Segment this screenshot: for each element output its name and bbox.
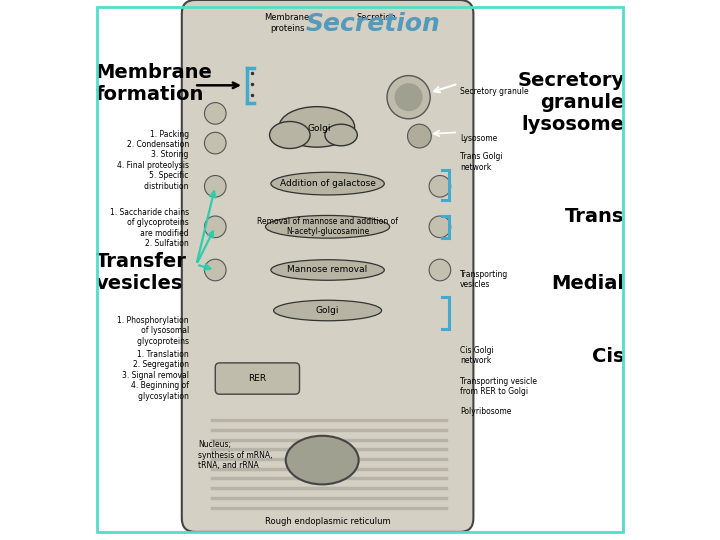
Ellipse shape	[279, 106, 354, 147]
Text: Secretory granule: Secretory granule	[460, 87, 528, 97]
Ellipse shape	[266, 215, 390, 238]
Circle shape	[204, 132, 226, 154]
Text: 1. Translation
2. Segregation
3. Signal removal
4. Beginning of
   glycosylation: 1. Translation 2. Segregation 3. Signal …	[122, 350, 189, 401]
Ellipse shape	[271, 260, 384, 280]
Ellipse shape	[271, 172, 384, 195]
Text: Trans Golgi
network: Trans Golgi network	[460, 152, 503, 172]
Text: Addition of galactose: Addition of galactose	[279, 179, 376, 188]
Circle shape	[429, 176, 451, 197]
Text: Cis Golgi
network: Cis Golgi network	[460, 346, 494, 365]
Text: Trans: Trans	[565, 206, 625, 226]
Circle shape	[408, 124, 431, 148]
Text: Rough endoplasmic reticulum: Rough endoplasmic reticulum	[265, 517, 390, 526]
Text: Secretory
granule
lysosome: Secretory granule lysosome	[518, 71, 625, 134]
Text: Mannose removal: Mannose removal	[287, 266, 368, 274]
Text: Transporting
vesicles: Transporting vesicles	[460, 270, 508, 289]
Text: Transporting vesicle
from RER to Golgi: Transporting vesicle from RER to Golgi	[460, 377, 537, 396]
Text: Removal of mannose and addition of
N-acetyl-glucosamine: Removal of mannose and addition of N-ace…	[257, 217, 398, 237]
Circle shape	[204, 176, 226, 197]
FancyBboxPatch shape	[215, 363, 300, 394]
Ellipse shape	[269, 122, 310, 148]
Circle shape	[204, 259, 226, 281]
Circle shape	[387, 76, 431, 119]
FancyBboxPatch shape	[181, 0, 474, 532]
Text: Membrane
formation: Membrane formation	[95, 63, 212, 104]
Text: Polyribosome: Polyribosome	[460, 407, 511, 416]
Text: Golgi: Golgi	[307, 124, 331, 133]
Text: Transfer
vesicles: Transfer vesicles	[95, 252, 186, 293]
Text: Secretion: Secretion	[306, 12, 441, 36]
Circle shape	[395, 83, 423, 111]
Text: 1. Packing
2. Condensation
3. Storing
4. Final proteolysis
5. Specific
   distri: 1. Packing 2. Condensation 3. Storing 4.…	[117, 130, 189, 191]
Ellipse shape	[286, 436, 359, 484]
Text: 1. Saccharide chains
   of glycoproteins
   are modified
2. Sulfation: 1. Saccharide chains of glycoproteins ar…	[109, 208, 189, 248]
Text: Golgi: Golgi	[316, 306, 339, 315]
Text: Secretion: Secretion	[356, 14, 396, 23]
Ellipse shape	[274, 300, 382, 321]
Text: 1. Phosphorylation
   of lysosomal
   glycoproteins: 1. Phosphorylation of lysosomal glycopro…	[117, 316, 189, 346]
Text: RER: RER	[248, 374, 266, 383]
Ellipse shape	[325, 124, 357, 146]
Text: Lysosome: Lysosome	[460, 134, 497, 143]
Text: Nucleus;
synthesis of mRNA,
tRNA, and rRNA: Nucleus; synthesis of mRNA, tRNA, and rR…	[198, 440, 272, 470]
Circle shape	[429, 216, 451, 238]
Circle shape	[429, 259, 451, 281]
Text: Cis: Cis	[592, 347, 625, 366]
Text: Membrane
proteins: Membrane proteins	[264, 14, 310, 33]
Circle shape	[204, 103, 226, 124]
Circle shape	[204, 216, 226, 238]
Text: Medial: Medial	[552, 274, 625, 293]
